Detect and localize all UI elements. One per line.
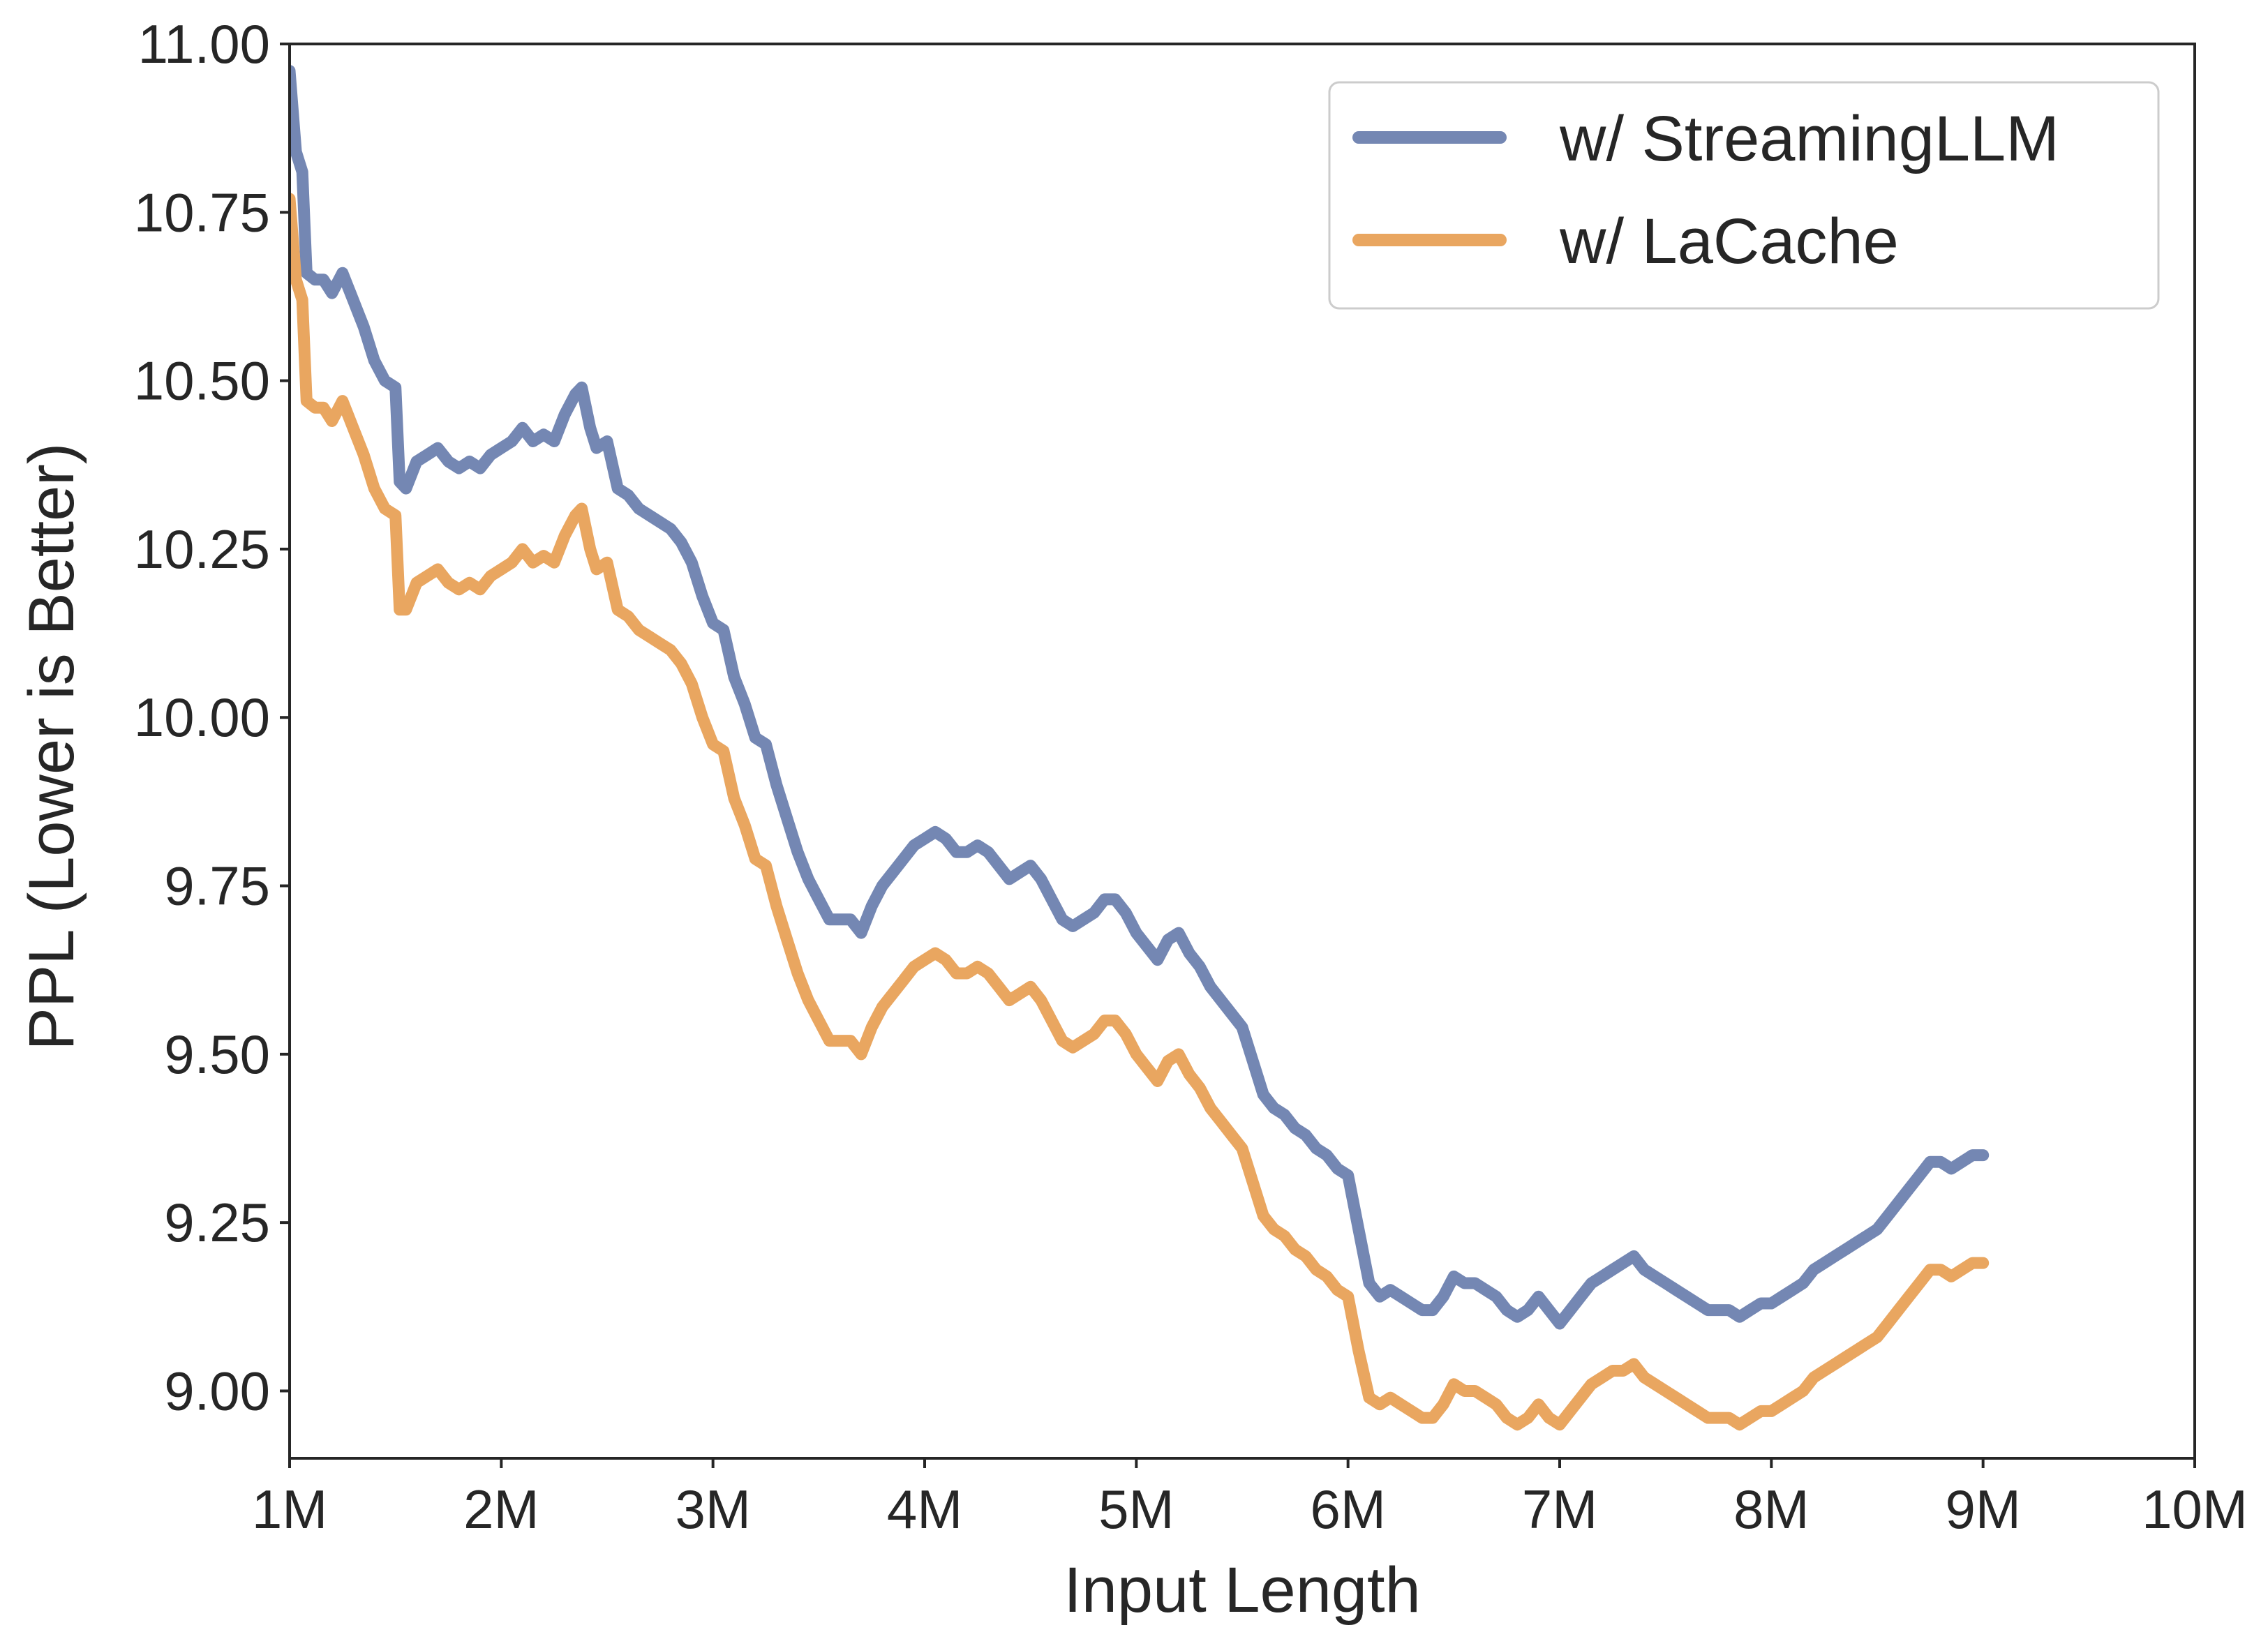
x-tick-label: 2M	[463, 1479, 539, 1540]
legend-label: w/ LaCache	[1559, 206, 1899, 277]
y-tick-label: 10.00	[134, 687, 270, 748]
y-tick-label: 10.25	[134, 518, 270, 580]
y-tick-label: 9.25	[164, 1192, 270, 1253]
y-tick-label: 9.00	[164, 1360, 270, 1421]
y-tick-label: 9.75	[164, 855, 270, 917]
x-tick-label: 7M	[1522, 1479, 1597, 1540]
series-line-lacache	[290, 193, 1990, 1431]
legend-box	[1328, 81, 2160, 310]
x-tick-label: 5M	[1098, 1479, 1174, 1540]
x-tick-label: 6M	[1310, 1479, 1385, 1540]
x-tick-label: 9M	[1945, 1479, 2020, 1540]
x-axis: 1M 2M 3M 4M 5M 6M 7M 8M 9M 10M	[252, 1458, 2248, 1540]
y-tick-label: 10.50	[134, 350, 270, 412]
x-tick-label: 4M	[887, 1479, 962, 1540]
series-layer	[290, 65, 1990, 1431]
series-line-streamingllm	[290, 65, 1990, 1330]
y-axis: 9.00 9.25 9.50 9.75 10.00 10.25 10.50 10.75 11.0…	[134, 13, 290, 1421]
x-axis-title: Input Length	[1064, 1555, 1421, 1626]
x-tick-label: 1M	[252, 1479, 327, 1540]
x-tick-label: 8M	[1733, 1479, 1809, 1540]
x-tick-label: 3M	[675, 1479, 750, 1540]
y-tick-label: 11.00	[138, 13, 270, 75]
y-tick-label: 9.50	[164, 1024, 270, 1085]
y-tick-label: 10.75	[134, 181, 270, 243]
x-tick-label: 10M	[2142, 1479, 2248, 1540]
legend: w/ StreamingLLM w/ LaCache	[1328, 81, 2160, 310]
plot-frame	[288, 43, 2196, 1460]
legend-label: w/ StreamingLLM	[1559, 103, 2059, 174]
y-axis-title: PPL (Lower is Better)	[16, 443, 87, 1051]
